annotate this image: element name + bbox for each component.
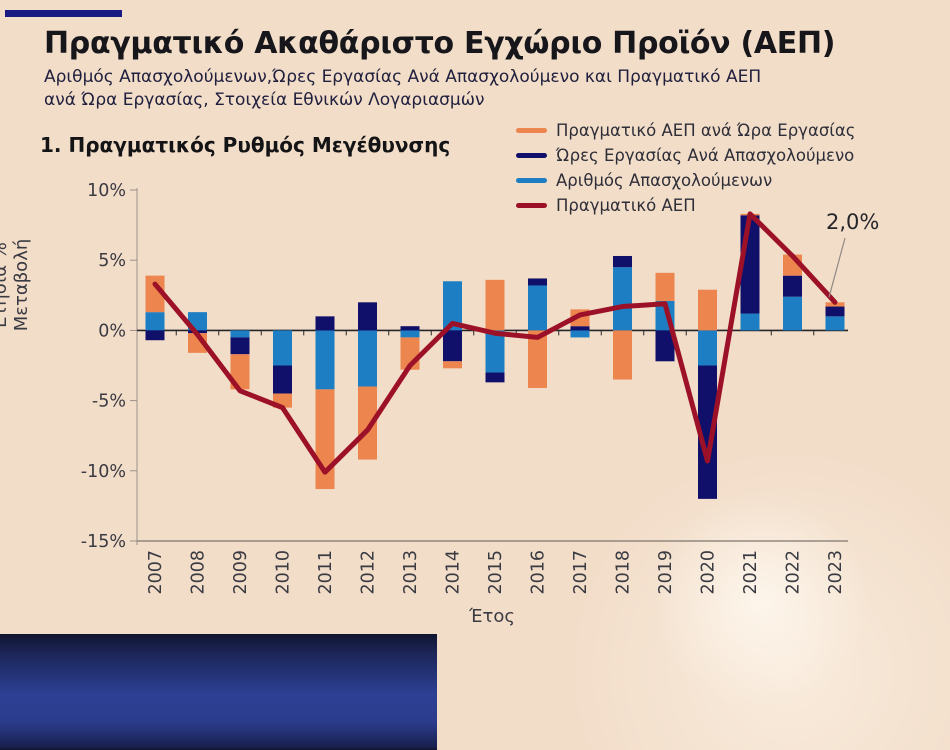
y-tick-label: 5%	[98, 251, 126, 271]
bar-hours-per-employee-2017	[570, 326, 590, 331]
bar-hours-per-employee-2010	[273, 365, 292, 394]
bar-gdp-per-hour-2018	[613, 330, 632, 380]
x-tick-label: 2016	[529, 550, 549, 595]
bar-employment-2017	[570, 330, 590, 338]
bar-employment-2023	[825, 316, 845, 331]
legend-label: Αριθμός Απασχολούμενων	[556, 170, 773, 190]
publisher-banner: L ARISSA time www.larissatime.gr ΗΜΕΡΗΣΙ…	[0, 634, 437, 750]
x-tick-label: 2017	[571, 550, 591, 595]
x-tick-label: 2011	[316, 550, 336, 595]
legend-label: Ώρες Εργασίας Ανά Απασχολούμενο	[556, 145, 855, 165]
page-subtitle-line1: Αριθμός Απασχολούμενων,Ώρες Εργασίας Ανά…	[44, 67, 762, 87]
page-subtitle: Αριθμός Απασχολούμενων,Ώρες Εργασίας Ανά…	[44, 66, 864, 112]
bar-gdp-per-hour-2012	[358, 386, 377, 460]
x-tick-label: 2008	[189, 550, 209, 595]
bar-hours-per-employee-2015	[485, 372, 505, 383]
legend-item-2: Αριθμός Απασχολούμενων	[516, 170, 855, 190]
y-axis-title: Ετήσια % Μεταβολή	[0, 238, 32, 332]
bar-employment-2015	[485, 330, 505, 373]
legend-swatch-icon	[516, 152, 547, 158]
bar-hours-per-employee-2020	[698, 365, 717, 499]
x-tick-label: 2013	[401, 550, 421, 595]
bar-hours-per-employee-2019	[655, 330, 675, 362]
y-tick-label: 10%	[87, 181, 126, 201]
bar-hours-per-employee-2018	[613, 255, 632, 268]
bar-gdp-per-hour-2014	[443, 361, 462, 369]
y-tick-label: -5%	[92, 392, 126, 412]
x-tick-label: 2007	[146, 550, 166, 595]
bar-gdp-per-hour-2020	[698, 289, 717, 331]
real-gdp-line	[152, 211, 838, 475]
x-tick-label: 2022	[784, 550, 804, 595]
bar-employment-2016	[528, 285, 547, 331]
bar-hours-per-employee-2009	[230, 337, 250, 355]
bar-gdp-per-hour-2007	[145, 275, 165, 313]
legend-item-3: Πραγματικό ΑΕΠ	[516, 195, 855, 215]
y-tick-label: 0%	[98, 321, 126, 341]
x-tick-label: 2015	[486, 550, 506, 595]
bar-gdp-per-hour-2019	[655, 272, 675, 301]
legend-swatch-icon	[516, 177, 547, 183]
bar-employment-2011	[315, 330, 335, 390]
bar-hours-per-employee-2007	[145, 330, 165, 341]
bar-hours-per-employee-2014	[443, 330, 462, 362]
x-tick-label: 2021	[741, 550, 761, 595]
bar-gdp-per-hour-2016	[528, 330, 547, 388]
bar-employment-2013	[400, 330, 420, 338]
annotation-connector	[828, 237, 846, 298]
bar-employment-2020	[698, 330, 717, 366]
chart-title: 1. Πραγματικός Ρυθμός Μεγέθυνσης	[40, 133, 451, 157]
y-tick-label: -15%	[81, 532, 126, 552]
bar-employment-2009	[230, 330, 250, 338]
legend-label: Πραγματικό ΑΕΠ	[556, 195, 696, 215]
bar-hours-per-employee-2012	[358, 302, 377, 331]
bar-hours-per-employee-2013	[400, 326, 420, 331]
legend-label: Πραγματικό ΑΕΠ ανά Ώρα Εργασίας	[556, 120, 856, 140]
legend-swatch-icon	[516, 127, 547, 133]
bar-employment-2018	[613, 267, 632, 331]
bar-employment-2007	[145, 312, 165, 331]
page-subtitle-line2: ανά Ώρα Εργασίας, Στοιχεία Εθνικών Λογαρ…	[44, 90, 485, 110]
bar-employment-2014	[443, 281, 462, 331]
x-tick-label: 2014	[444, 550, 464, 595]
x-tick-label: 2012	[359, 550, 379, 595]
x-tick-label: 2010	[274, 550, 294, 595]
legend-item-0: Πραγματικό ΑΕΠ ανά Ώρα Εργασίας	[516, 120, 856, 140]
x-tick-label: 2019	[656, 550, 676, 595]
bar-employment-2021	[740, 313, 760, 331]
x-tick-label: 2009	[231, 550, 251, 595]
bar-employment-2012	[358, 330, 377, 387]
chart-legend: Πραγματικό ΑΕΠ ανά Ώρα Εργασίας Ώρες Εργα…	[516, 120, 856, 215]
bar-employment-2022	[783, 296, 802, 331]
x-axis-title: Έτος	[469, 606, 515, 627]
y-tick-label: -10%	[81, 462, 126, 482]
x-tick-label: 2018	[614, 550, 634, 595]
bar-hours-per-employee-2023	[825, 306, 845, 317]
bar-employment-2010	[273, 330, 292, 366]
page-title: Πραγματικό Ακαθάριστο Εγχώριο Προϊόν (ΑΕ…	[44, 26, 836, 61]
bar-hours-per-employee-2022	[783, 275, 802, 297]
legend-item-1: Ώρες Εργασίας Ανά Απασχολούμενο	[516, 145, 855, 165]
x-tick-label: 2023	[826, 550, 846, 595]
latest-value-annotation: 2,0%	[826, 210, 880, 234]
legend-swatch-icon	[516, 202, 547, 208]
x-tick-label: 2020	[699, 550, 719, 595]
bar-gdp-per-hour-2015	[485, 279, 505, 331]
top-accent-bar	[5, 10, 122, 17]
bar-hours-per-employee-2016	[528, 278, 547, 286]
bar-hours-per-employee-2011	[315, 316, 335, 331]
